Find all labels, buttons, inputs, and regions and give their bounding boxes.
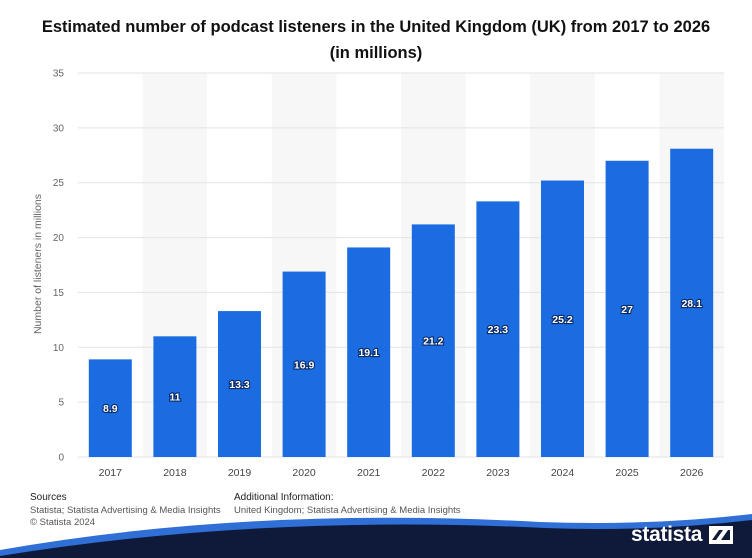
bar — [347, 247, 391, 457]
data-label: 21.2 — [423, 336, 444, 348]
y-tick-label: 5 — [58, 398, 64, 409]
data-label: 8.9 — [103, 403, 118, 415]
additional-info-block: Additional Information: United Kingdom; … — [234, 492, 461, 517]
y-axis-label: Number of listeners in millions — [32, 194, 44, 334]
x-tick-label: 2017 — [99, 467, 123, 479]
data-label: 19.1 — [358, 347, 379, 359]
brand-band-shape — [0, 520, 752, 558]
additional-info-line: United Kingdom; Statista Advertising & M… — [234, 504, 461, 516]
x-tick-label: 2026 — [680, 467, 704, 479]
x-tick-label: 2023 — [486, 467, 510, 479]
bar — [541, 180, 584, 457]
data-labels: 8.9 11 13.3 16.9 19.1 21.2 23.3 25.2 27 28.1 — [102, 297, 703, 417]
data-label: 13.3 — [229, 379, 250, 391]
y-tick-label: 15 — [53, 288, 65, 299]
data-label: 25.2 — [552, 314, 573, 326]
brand-band — [0, 514, 752, 558]
y-tick-label: 10 — [53, 343, 65, 354]
x-tick-label: 2022 — [422, 467, 446, 479]
data-label: 16.9 — [294, 359, 315, 371]
y-axis-ticks: 0 5 10 15 20 25 30 35 — [53, 69, 65, 464]
data-label: 28.1 — [681, 298, 702, 310]
sources-block: Sources Statista; Statista Advertising &… — [30, 492, 221, 530]
statista-logo[interactable]: statista — [631, 523, 703, 546]
bars — [88, 148, 714, 457]
x-tick-label: 2020 — [292, 467, 316, 479]
bar — [605, 160, 649, 457]
copyright-line: © Statista 2024 — [30, 517, 96, 528]
bar — [670, 148, 714, 457]
y-tick-label: 35 — [53, 69, 65, 80]
data-label: 23.3 — [488, 324, 509, 336]
bar — [282, 271, 326, 457]
additional-info-heading: Additional Information: — [234, 492, 334, 503]
sources-line[interactable]: Statista; Statista Advertising & Media I… — [30, 504, 221, 516]
bar — [88, 359, 132, 457]
x-tick-label: 2025 — [615, 467, 639, 479]
x-tick-label: 2019 — [228, 467, 252, 479]
bar — [476, 201, 520, 457]
x-tick-label: 2021 — [357, 467, 381, 479]
bar — [218, 311, 261, 457]
y-tick-label: 25 — [53, 178, 65, 189]
x-tick-label: 2018 — [163, 467, 187, 479]
bar — [411, 224, 455, 457]
statista-logo-icon[interactable] — [709, 526, 733, 544]
data-label: 11 — [169, 392, 180, 404]
y-tick-label: 0 — [58, 453, 64, 464]
data-label: 27 — [621, 304, 633, 316]
chart-title: Estimated number of podcast listeners in… — [41, 18, 711, 62]
x-tick-label: 2024 — [551, 467, 575, 479]
x-axis-ticks: 2017 2018 2019 2020 2021 2022 2023 2024 2025 2026 — [99, 467, 704, 479]
y-tick-label: 20 — [53, 233, 65, 244]
sources-heading: Sources — [30, 492, 67, 503]
bar — [153, 336, 197, 457]
y-tick-label: 30 — [53, 123, 65, 134]
